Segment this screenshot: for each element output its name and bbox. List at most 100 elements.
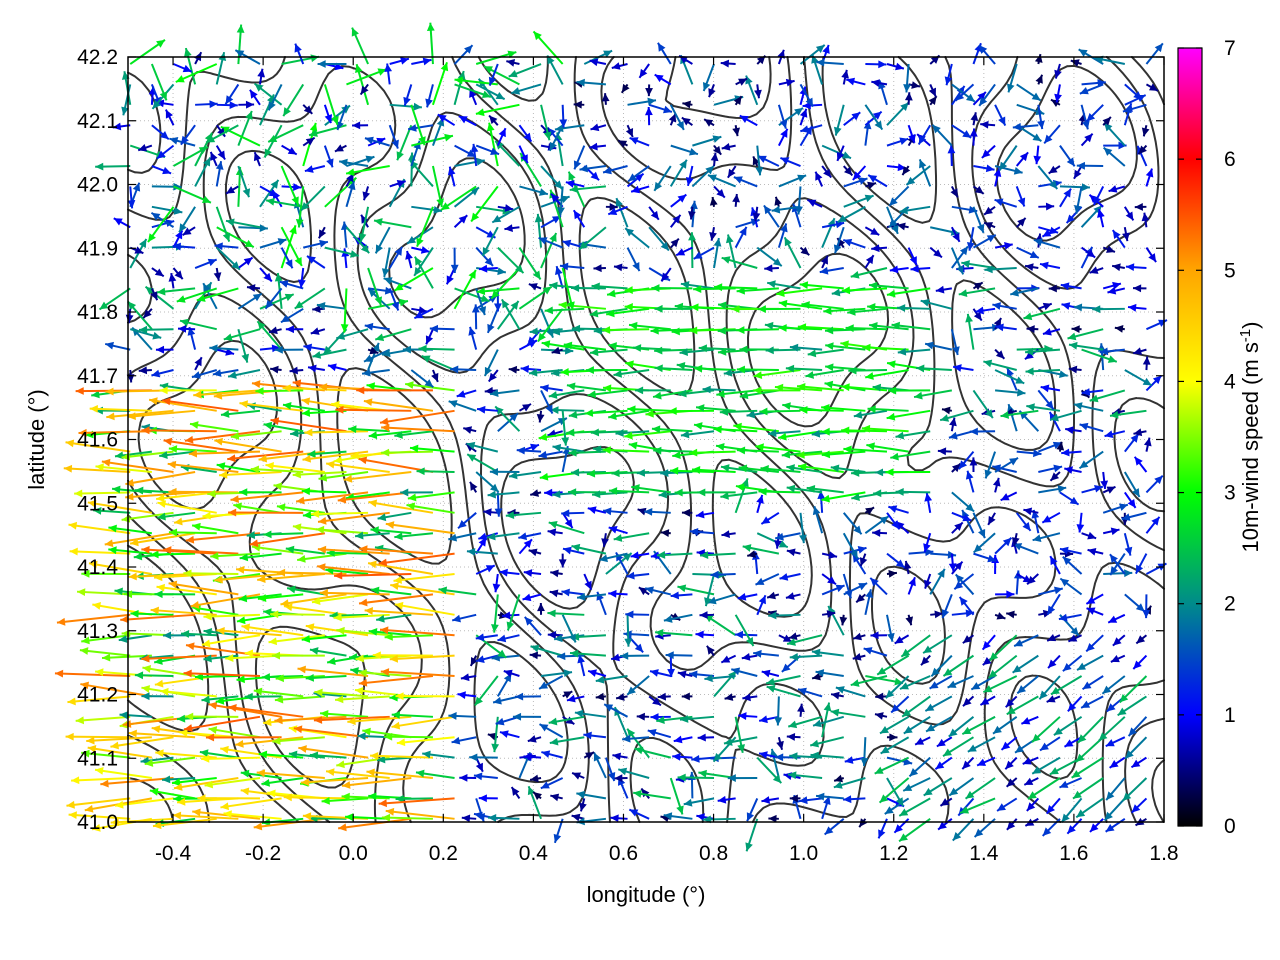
x-tick-label: 0.0 [339, 842, 368, 865]
wind-vector [255, 387, 304, 395]
wind-vector [1037, 389, 1055, 410]
wind-vector [447, 166, 456, 187]
wind-vector [836, 145, 845, 162]
wind-vector [951, 609, 975, 618]
y-tick-label: 42.0 [77, 174, 118, 197]
wind-vector [733, 422, 779, 433]
wind-vector [292, 470, 347, 479]
wind-vector [94, 767, 153, 780]
wind-vector [704, 674, 736, 683]
wind-vector [1060, 282, 1082, 291]
wind-vector [756, 246, 783, 267]
wind-vector [650, 713, 671, 721]
wind-vector [389, 654, 455, 663]
wind-vector [489, 389, 520, 397]
wind-vector [670, 144, 699, 156]
wind-vector [778, 634, 793, 643]
wind-vector [774, 196, 782, 208]
wind-vector [282, 402, 325, 412]
wind-vector [280, 307, 304, 324]
wind-vector [192, 808, 261, 820]
wind-vector [1135, 634, 1148, 645]
wind-vector [1015, 512, 1032, 532]
wind-vector [348, 425, 390, 434]
wind-vector [787, 771, 823, 780]
wind-vector [899, 675, 931, 690]
wind-vector [461, 814, 477, 823]
wind-vector [1026, 573, 1040, 585]
wind-vector [297, 665, 369, 678]
wind-vector [409, 159, 434, 188]
wind-vector [453, 269, 477, 310]
wind-vector [421, 355, 455, 371]
wind-vector [607, 205, 628, 216]
wind-vector [259, 179, 280, 208]
wind-vector [713, 283, 758, 292]
wind-vector [1011, 533, 1020, 546]
wind-vector [154, 590, 196, 599]
wind-vector [942, 736, 974, 757]
wind-vector [937, 447, 952, 456]
wind-vector [935, 285, 952, 294]
wind-vector [1062, 654, 1083, 672]
wind-vector [224, 83, 240, 105]
wind-vector [598, 552, 628, 563]
y-tick-label: 42.1 [77, 110, 118, 133]
wind-vector [576, 78, 606, 87]
wind-vector [483, 508, 498, 517]
wind-vector [1141, 124, 1150, 137]
wind-vector [1058, 613, 1082, 622]
wind-vector [806, 198, 823, 208]
wind-vector [886, 614, 895, 642]
wind-vector [557, 652, 585, 661]
wind-vector [111, 485, 152, 494]
wind-vector [625, 610, 650, 619]
wind-vector [168, 528, 217, 537]
wind-vector [549, 589, 563, 598]
wind-vector [384, 732, 433, 741]
wind-vector [1077, 716, 1104, 744]
wind-vector [1041, 226, 1061, 238]
wind-vector [1121, 777, 1148, 802]
wind-vector [925, 715, 953, 733]
wind-vector [448, 532, 477, 542]
wind-vector [821, 702, 832, 738]
wind-vector [613, 263, 628, 272]
wind-vector [540, 232, 558, 269]
wind-vector [821, 220, 845, 229]
wind-vector [994, 198, 1018, 208]
wind-vector [454, 144, 477, 158]
wind-vector [346, 155, 375, 167]
x-tick-label: -0.2 [245, 842, 281, 865]
wind-vector [546, 55, 564, 85]
wind-vector [475, 564, 496, 575]
y-tick-label: 41.0 [77, 811, 118, 834]
wind-vector [1141, 212, 1150, 228]
wind-vector [789, 653, 823, 661]
wind-vector [608, 487, 650, 495]
wind-vector [345, 226, 370, 254]
wind-vector [681, 508, 693, 517]
wind-vector [504, 224, 520, 232]
wind-vector [800, 124, 823, 133]
wind-vector [839, 614, 848, 626]
wind-vector [431, 165, 444, 208]
wind-vector [466, 547, 498, 556]
wind-vector [488, 63, 499, 87]
wind-vector [842, 573, 853, 599]
wind-vector [307, 364, 326, 373]
wind-vector [604, 757, 616, 782]
wind-vector [573, 100, 585, 109]
wind-vector [973, 164, 995, 173]
wind-vector [631, 484, 671, 494]
wind-vector [203, 612, 261, 621]
wind-vector [159, 450, 196, 459]
wind-vector [1046, 593, 1061, 616]
wind-vector [134, 671, 174, 680]
wind-vector [602, 446, 650, 455]
wind-vector [845, 324, 888, 333]
wind-vector [475, 83, 506, 101]
wind-vector [675, 246, 693, 257]
wind-vector [852, 652, 866, 661]
wind-vector [810, 751, 844, 760]
